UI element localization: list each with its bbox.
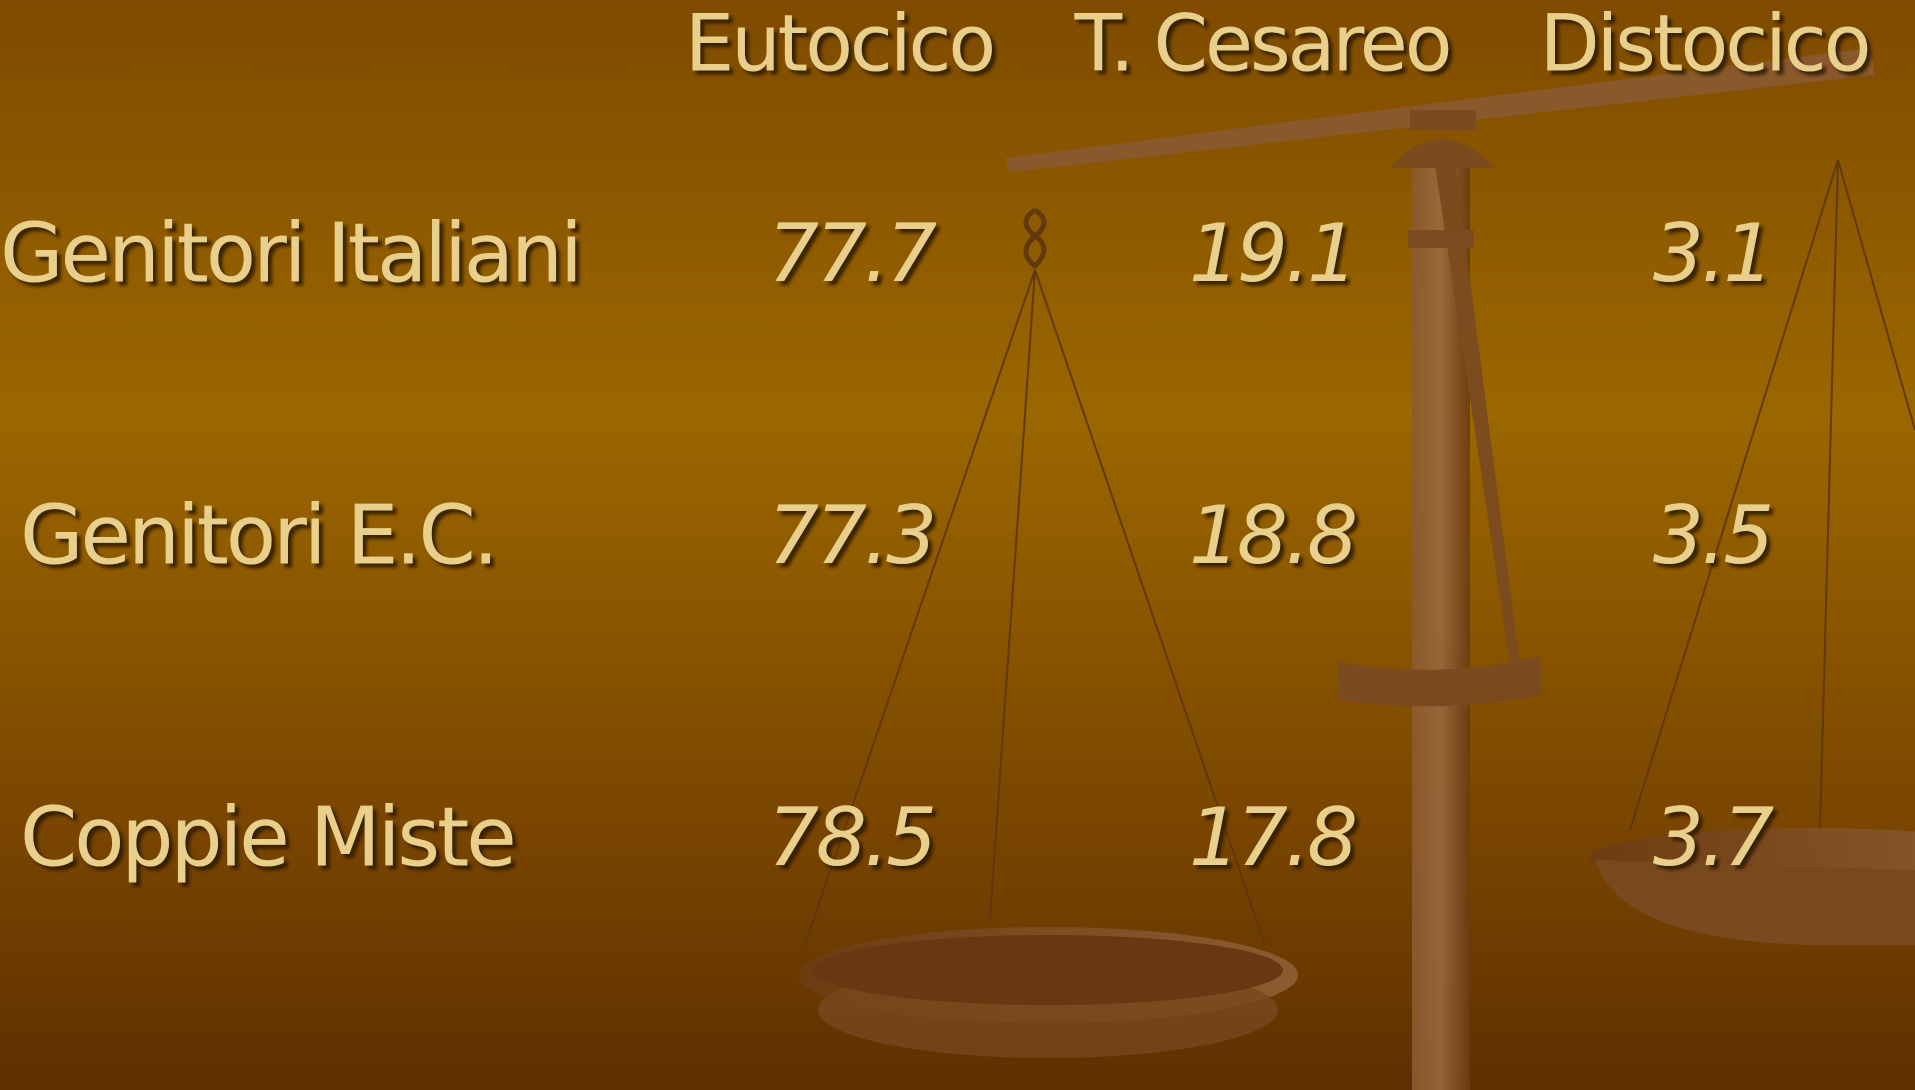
cell-value: 17.8 [1189, 791, 1355, 884]
column-header: Eutocico [685, 0, 993, 89]
row-label: Genitori Italiani [0, 206, 580, 301]
row-label: Genitori E.C. [20, 488, 496, 583]
column-header: T. Cesareo [1074, 0, 1450, 89]
column-header: Distocico [1540, 0, 1869, 89]
cell-value: 19.1 [1189, 207, 1355, 300]
table: Eutocico T. Cesareo Distocico Genitori Ital… [0, 0, 1871, 885]
row-label: Coppie Miste [20, 790, 514, 885]
balance-scale [798, 48, 1915, 1090]
cell-value: 3.5 [1653, 489, 1771, 582]
cell-value: 77.3 [768, 489, 934, 582]
cell-value: 78.5 [768, 791, 934, 884]
cell-value: 18.8 [1189, 489, 1355, 582]
cell-value: 3.1 [1653, 207, 1771, 300]
cell-value: 3.7 [1653, 791, 1774, 884]
cell-value: 77.7 [768, 207, 937, 300]
